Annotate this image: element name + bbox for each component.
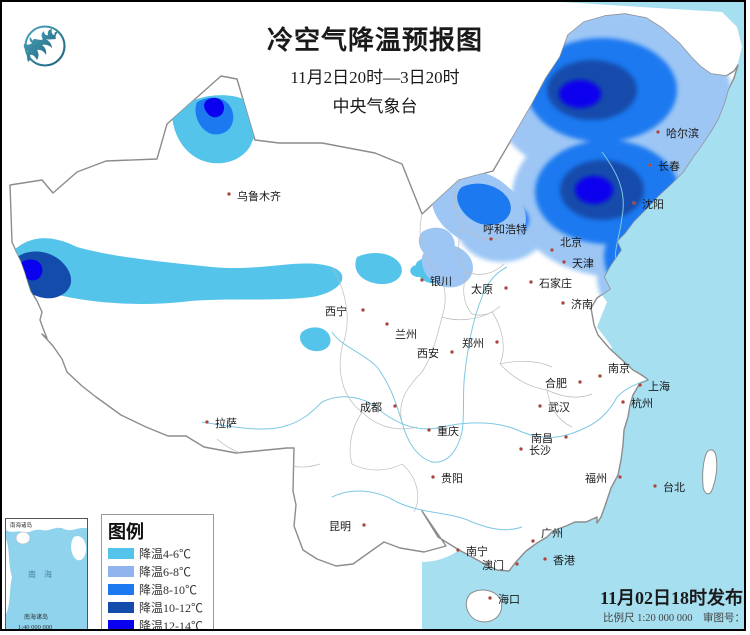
svg-text:天津: 天津 (572, 257, 594, 270)
svg-text:澳门: 澳门 (482, 558, 504, 572)
svg-text:北京: 北京 (560, 235, 582, 249)
svg-text:成都: 成都 (360, 401, 382, 414)
svg-text:石家庄: 石家庄 (539, 276, 572, 290)
svg-text:贵阳: 贵阳 (441, 472, 463, 485)
svg-text:济南: 济南 (571, 297, 593, 311)
svg-text:长春: 长春 (658, 160, 680, 173)
svg-text:武汉: 武汉 (548, 401, 570, 414)
svg-text:广州: 广州 (541, 527, 563, 540)
svg-text:南昌: 南昌 (531, 432, 553, 445)
svg-text:兰州: 兰州 (395, 328, 417, 341)
svg-text:南宁: 南宁 (466, 544, 488, 558)
svg-text:南海诸岛: 南海诸岛 (24, 613, 48, 621)
svg-text:西宁: 西宁 (325, 304, 347, 318)
svg-text:太原: 太原 (471, 283, 493, 296)
svg-text:海口: 海口 (498, 592, 520, 606)
svg-text:福州: 福州 (585, 471, 607, 485)
svg-text:台北: 台北 (663, 480, 685, 494)
svg-text:重庆: 重庆 (437, 424, 459, 438)
svg-text:南 海: 南 海 (28, 569, 52, 579)
svg-text:郑州: 郑州 (462, 336, 484, 350)
svg-text:南海诸岛: 南海诸岛 (10, 521, 33, 529)
svg-text:银川: 银川 (430, 274, 452, 288)
svg-text:拉萨: 拉萨 (215, 416, 237, 430)
svg-text:南京: 南京 (608, 361, 630, 375)
svg-text:西安: 西安 (417, 346, 439, 360)
svg-text:上海: 上海 (648, 379, 670, 393)
svg-text:1:40 000 000: 1:40 000 000 (18, 624, 52, 631)
svg-text:呼和浩特: 呼和浩特 (483, 222, 527, 236)
svg-text:长沙: 长沙 (529, 444, 551, 457)
svg-text:昆明: 昆明 (329, 520, 351, 533)
svg-text:杭州: 杭州 (631, 396, 653, 410)
svg-text:合肥: 合肥 (545, 376, 567, 390)
svg-text:哈尔滨: 哈尔滨 (666, 126, 699, 140)
svg-text:沈阳: 沈阳 (642, 197, 664, 211)
svg-text:乌鲁木齐: 乌鲁木齐 (237, 189, 281, 203)
svg-text:香港: 香港 (553, 554, 575, 567)
